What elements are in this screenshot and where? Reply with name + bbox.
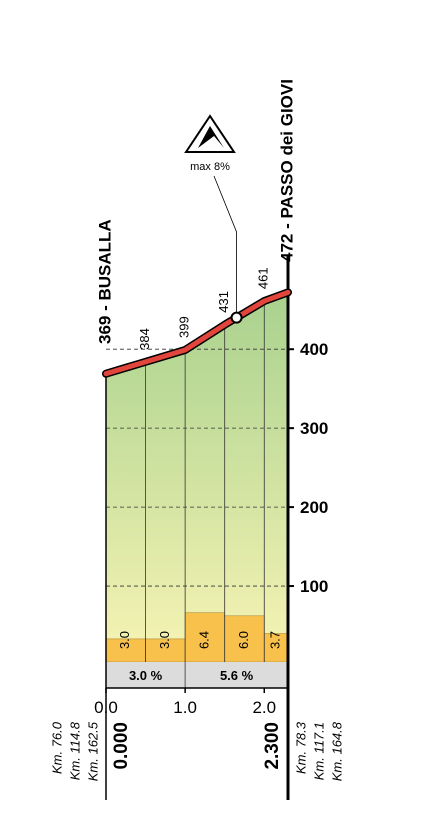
max-gradient-leader	[213, 175, 237, 318]
start-distance: 0.000	[111, 722, 132, 770]
y-tick-label: 200	[300, 498, 328, 517]
y-tick-label: 300	[300, 419, 328, 438]
max-gradient-marker	[230, 311, 243, 324]
gradient-bar	[224, 615, 265, 663]
average-row	[106, 662, 288, 688]
x-tick-label: 0.0	[94, 698, 118, 717]
y-tick-label: 400	[300, 340, 328, 359]
average-label: 5.6 %	[220, 668, 254, 683]
profile-line	[103, 289, 291, 377]
x-tick-label: 2.0	[252, 698, 276, 717]
start-km: Km. 114.8	[67, 721, 82, 780]
max-gradient-icon	[184, 114, 236, 153]
max-gradient-label: max 8%	[190, 161, 230, 173]
x-tick-label: 1.0	[173, 698, 197, 717]
gradient-label: 3.0	[117, 631, 132, 649]
end-km: Km. 164.8	[329, 721, 344, 781]
end-km: Km. 78.3	[293, 721, 308, 774]
gradient-label: 6.4	[196, 631, 211, 649]
elevation-label: 461	[256, 267, 271, 289]
y-tick-label: 100	[300, 577, 328, 596]
gradient-label: 3.0	[157, 631, 172, 649]
gradient-bar	[184, 612, 225, 663]
elevation-label: 384	[137, 328, 152, 350]
profile-area	[106, 292, 288, 662]
gradient-label: 6.0	[236, 631, 251, 649]
start-km: Km. 162.5	[85, 721, 100, 781]
average-label: 3.0 %	[129, 668, 163, 683]
elevation-label: 399	[177, 316, 192, 338]
gradient-label: 3.7	[268, 631, 283, 649]
start-label: 369 - BUSALLA	[95, 219, 114, 344]
start-km: Km. 76.0	[49, 721, 64, 774]
end-label: 472 - PASSO dei GIOVI	[277, 79, 296, 262]
end-km: Km. 117.1	[311, 722, 326, 780]
elevation-label: 431	[216, 291, 231, 313]
end-distance: 2.300	[262, 722, 283, 770]
